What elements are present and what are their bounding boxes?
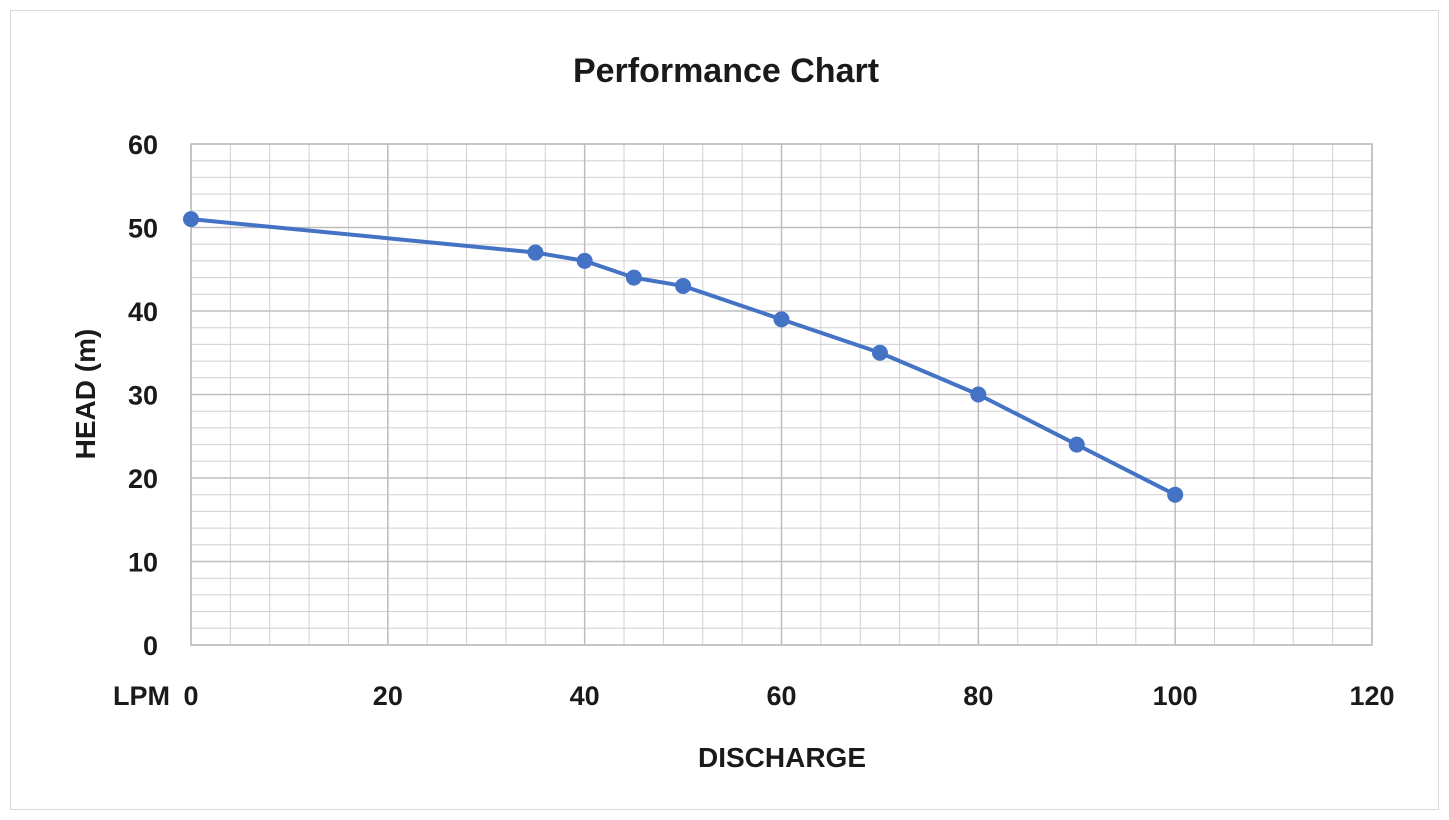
data-point: [183, 211, 199, 228]
x-unit-label: LPM: [113, 681, 170, 711]
tick-labels: 0 10 20 30 40 50 60 0 20 40 60 80 100 120: [128, 130, 1395, 711]
x-tick-label: 120: [1349, 681, 1394, 711]
data-point: [527, 244, 544, 261]
y-tick-label: 50: [128, 214, 158, 244]
x-axis-title: DISCHARGE: [698, 742, 866, 773]
y-axis-title: HEAD (m): [70, 329, 101, 460]
series-line-layer: [183, 211, 1184, 503]
data-point: [871, 344, 888, 361]
data-point: [675, 277, 692, 294]
data-point: [970, 386, 987, 403]
data-point: [1068, 436, 1085, 453]
x-tick-label: 20: [373, 681, 403, 711]
y-tick-label: 10: [128, 548, 158, 578]
data-point: [625, 269, 642, 286]
y-tick-label: 60: [128, 130, 158, 160]
series-line: [190, 217, 1177, 497]
y-tick-label: 40: [128, 297, 158, 327]
data-point: [773, 311, 790, 328]
y-tick-label: 30: [128, 381, 158, 411]
x-tick-label: 40: [570, 681, 600, 711]
data-point: [576, 252, 593, 269]
x-tick-label: 80: [963, 681, 993, 711]
y-tick-label: 20: [128, 464, 158, 494]
data-point: [1167, 486, 1184, 503]
y-tick-label: 0: [143, 631, 158, 661]
x-tick-label: 0: [183, 681, 198, 711]
x-tick-label: 100: [1153, 681, 1198, 711]
chart-title: Performance Chart: [573, 52, 879, 90]
x-tick-label: 60: [766, 681, 796, 711]
grid: [190, 143, 1373, 646]
plot-border: [190, 143, 1373, 646]
